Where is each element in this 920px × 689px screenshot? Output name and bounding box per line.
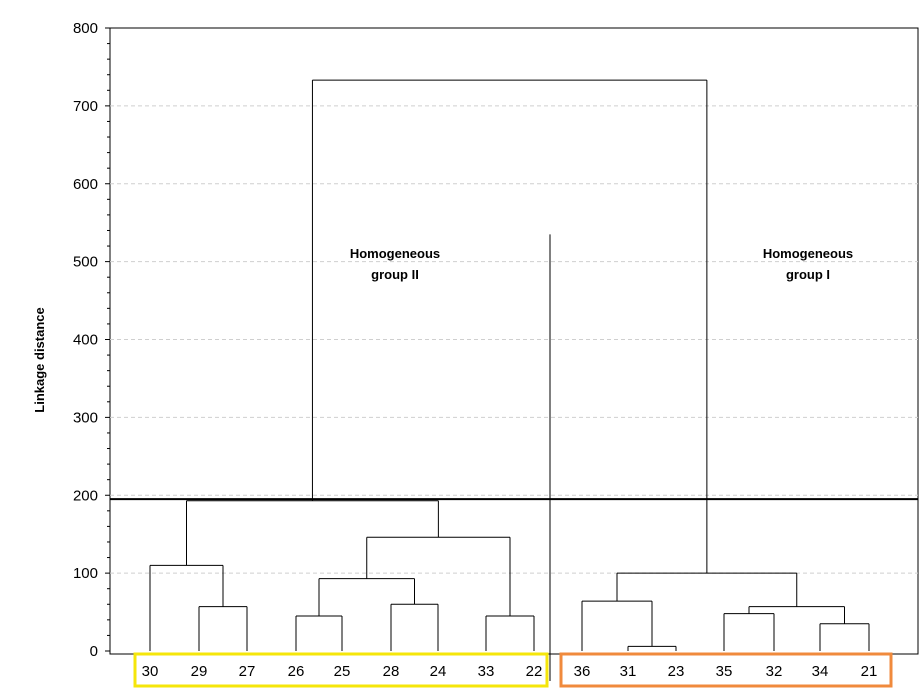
leaf-label: 31 (620, 663, 637, 680)
y-tick-label: 0 (90, 643, 98, 660)
group-boxes (133, 652, 893, 688)
y-tick-label: 300 (73, 409, 98, 426)
grid-lines (110, 105, 918, 574)
leaf-label: 33 (478, 663, 495, 680)
plot-area (109, 27, 919, 655)
y-tick-label: 400 (73, 332, 98, 349)
leaf-label: 30 (142, 663, 159, 680)
group-label: Homogeneous (350, 246, 440, 261)
leaf-label: 34 (812, 663, 829, 680)
group-ii-box (133, 652, 549, 688)
y-tick-label: 700 (73, 98, 98, 115)
leaf-label: 22 (526, 663, 543, 680)
leaf-labels: 30 29 27 26 25 28 24 33 22 36 31 23 35 32 34 21 (142, 663, 878, 680)
group-labels: Homogeneous group II Homogeneous group I (350, 246, 853, 282)
leaf-label: 21 (861, 663, 878, 680)
y-tick-label: 100 (73, 565, 98, 582)
leaf-label: 25 (334, 663, 351, 680)
leaf-label: 27 (239, 663, 256, 680)
leaf-label: 29 (191, 663, 208, 680)
y-tick-label: 500 (73, 254, 98, 271)
y-axis-ticks: 0 100 200 300 400 500 600 700 800 (73, 20, 110, 660)
group-label: Homogeneous (763, 246, 853, 261)
group-label: group II (371, 267, 419, 282)
y-tick-label: 200 (73, 487, 98, 504)
leaf-label: 36 (574, 663, 591, 680)
y-tick-label: 800 (73, 20, 98, 37)
y-axis-label: Linkage distance (32, 307, 47, 412)
leaf-label: 26 (288, 663, 305, 680)
dendrogram-links (110, 79, 918, 681)
group-label: group I (786, 267, 830, 282)
leaf-label: 28 (383, 663, 400, 680)
y-tick-label: 600 (73, 176, 98, 193)
group-i-box (559, 652, 893, 688)
leaf-label: 24 (430, 663, 447, 680)
leaf-label: 23 (668, 663, 685, 680)
leaf-label: 35 (716, 663, 733, 680)
leaf-label: 32 (766, 663, 783, 680)
